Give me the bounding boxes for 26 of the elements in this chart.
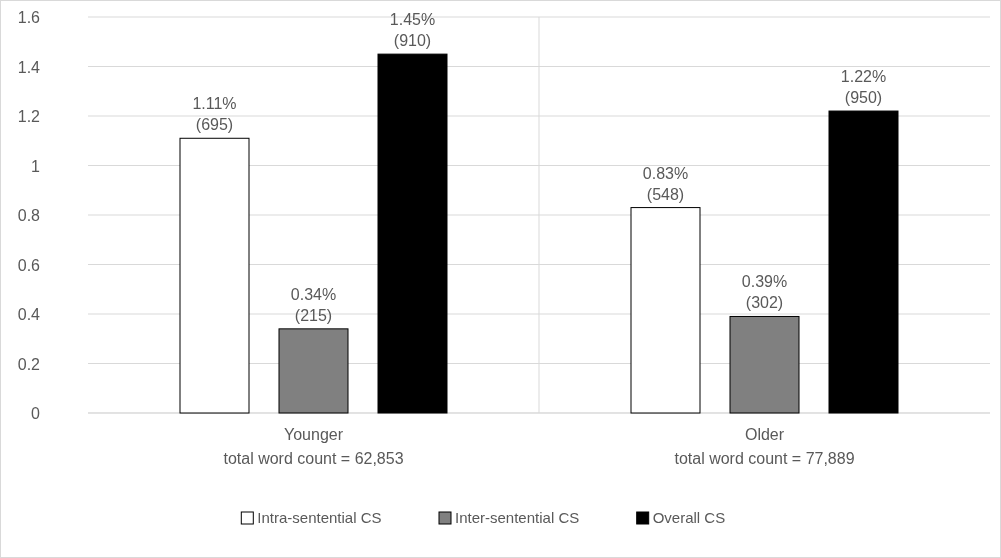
data-label: 1.11% (695) <box>192 95 237 134</box>
y-tick-label: 1 <box>31 157 41 175</box>
data-label: 1.22% (950) <box>840 68 887 107</box>
y-tick-label: 1.6 <box>17 9 41 26</box>
y-tick-label: 0.8 <box>17 207 41 224</box>
bar <box>278 328 349 414</box>
x-tick-label: Younger total word count = 62,853 <box>223 426 404 467</box>
data-label: 0.34% (215) <box>290 285 337 324</box>
y-tick-label: 0 <box>31 405 41 422</box>
data-label: 1.45% (910) <box>389 11 436 50</box>
bar <box>630 207 701 414</box>
data-label: 0.83% (548) <box>642 164 689 203</box>
legend-label: Overall CS <box>652 509 726 526</box>
data-label: 0.39% (302) <box>741 273 788 312</box>
y-tick-label: 1.4 <box>17 58 41 76</box>
y-tick-label: 0.4 <box>17 306 41 323</box>
y-tick-label: 1.2 <box>17 108 41 125</box>
x-tick-label: Older total word count = 77,889 <box>674 426 855 467</box>
y-tick-label: 0.2 <box>17 355 41 373</box>
legend-label: Intra-sentential CS <box>257 509 382 526</box>
bar <box>729 315 800 414</box>
bar <box>179 137 250 414</box>
bar <box>377 53 448 414</box>
y-tick-label: 0.6 <box>17 256 41 274</box>
legend-label: Inter-sentential CS <box>455 509 580 526</box>
bar <box>828 110 899 414</box>
